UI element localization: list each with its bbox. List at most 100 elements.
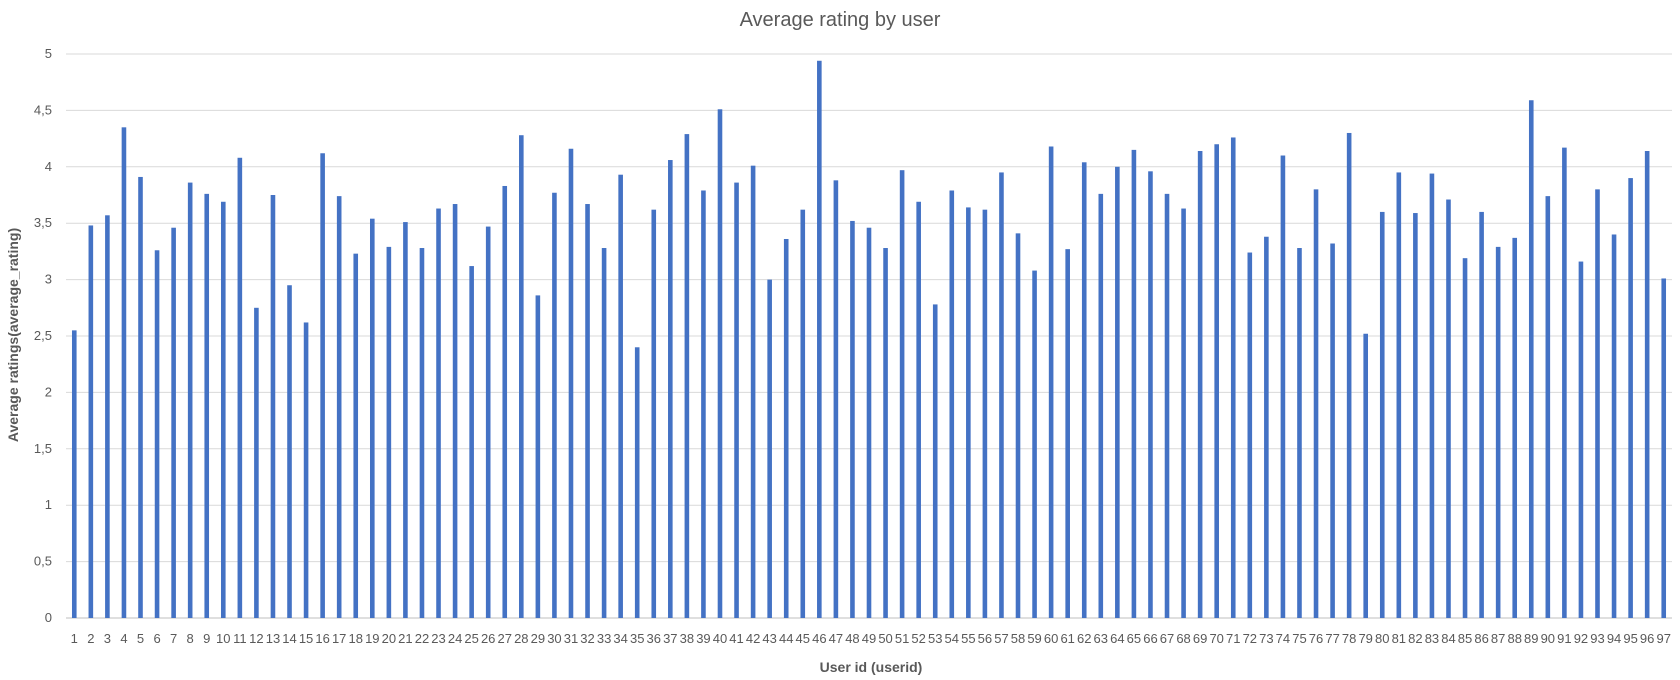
- bar-user-43: [767, 279, 772, 618]
- bar-user-84: [1446, 199, 1451, 618]
- x-tick-label: 16: [315, 631, 329, 646]
- x-tick-label: 58: [1011, 631, 1025, 646]
- bar-user-94: [1611, 234, 1617, 619]
- x-tick-label: 6: [153, 631, 160, 646]
- bar-user-34: [618, 174, 623, 619]
- bar-user-26: [485, 226, 491, 619]
- x-tick-label: 47: [829, 631, 843, 646]
- x-tick-label: 73: [1259, 631, 1273, 646]
- x-tick-label: 3: [104, 631, 111, 646]
- x-tick-label: 18: [349, 631, 363, 646]
- x-tick-label: 7: [170, 631, 177, 646]
- bar-user-86: [1479, 211, 1484, 619]
- x-tick-label: 44: [779, 631, 793, 646]
- bar-user-16: [320, 153, 325, 619]
- bar-user-6: [154, 250, 160, 618]
- bar-user-17: [336, 196, 342, 619]
- bar-user-64: [1115, 166, 1120, 619]
- x-tick-label: 63: [1094, 631, 1108, 646]
- bar-user-47: [833, 180, 839, 618]
- bar-user-44: [783, 238, 789, 618]
- bar-user-9: [204, 193, 210, 618]
- bar-user-39: [701, 190, 706, 618]
- x-tick-label: 15: [299, 631, 313, 646]
- bar-user-37: [668, 160, 673, 619]
- x-tick-label: 30: [547, 631, 561, 646]
- x-tick-label: 26: [481, 631, 495, 646]
- bar-user-71: [1230, 137, 1236, 619]
- y-tick-label: 5: [45, 46, 52, 61]
- x-tick-label: 2: [87, 631, 94, 646]
- x-tick-label: 20: [382, 631, 396, 646]
- x-tick-label: 48: [845, 631, 859, 646]
- bar-user-29: [535, 295, 541, 618]
- y-tick-label: 3,5: [34, 215, 52, 230]
- x-tick-label: 22: [415, 631, 429, 646]
- bar-user-83: [1429, 173, 1435, 618]
- bar-user-79: [1363, 333, 1369, 618]
- bar-user-75: [1297, 248, 1302, 619]
- bar-user-33: [601, 248, 607, 619]
- bar-user-42: [750, 165, 756, 618]
- y-tick-label: 1,5: [34, 441, 52, 456]
- x-tick-label: 88: [1507, 631, 1521, 646]
- x-tick-label: 41: [729, 631, 743, 646]
- x-tick-label: 89: [1524, 631, 1538, 646]
- bar-user-61: [1065, 249, 1070, 619]
- x-tick-label: 46: [812, 631, 826, 646]
- x-tick-label: 12: [249, 631, 263, 646]
- x-tick-label: 1: [71, 631, 78, 646]
- bar-user-15: [303, 322, 309, 618]
- bar-user-70: [1214, 144, 1219, 619]
- bar-user-2: [88, 225, 94, 618]
- x-tick-label: 37: [663, 631, 677, 646]
- x-tick-label: 34: [613, 631, 627, 646]
- x-tick-label: 61: [1060, 631, 1074, 646]
- bar-user-96: [1644, 151, 1650, 618]
- x-tick-label: 68: [1176, 631, 1190, 646]
- bar-user-32: [585, 204, 590, 619]
- x-tick-label: 91: [1557, 631, 1571, 646]
- x-tick-label: 87: [1491, 631, 1505, 646]
- x-tick-label: 36: [647, 631, 661, 646]
- bar-user-59: [1032, 270, 1037, 618]
- x-tick-label: 21: [398, 631, 412, 646]
- bars: [71, 60, 1667, 619]
- x-tick-label: 51: [895, 631, 909, 646]
- x-tick-label: 4: [120, 631, 127, 646]
- bar-user-18: [353, 253, 359, 618]
- x-tick-label: 56: [978, 631, 992, 646]
- x-tick-label: 81: [1392, 631, 1406, 646]
- x-tick-label: 93: [1590, 631, 1604, 646]
- bar-user-52: [916, 201, 921, 618]
- bar-user-85: [1462, 258, 1468, 618]
- x-tick-label: 78: [1342, 631, 1356, 646]
- bar-user-72: [1247, 252, 1253, 618]
- bar-user-5: [138, 176, 143, 618]
- bar-user-77: [1330, 243, 1335, 618]
- x-axis-ticks: 1 2 3 4 5 6 7 8 9 10 11 12 13 14 15 16 17 18 19 20 21 22 23 24 2…: [71, 631, 1671, 646]
- x-tick-label: 70: [1209, 631, 1223, 646]
- bar-user-76: [1313, 189, 1319, 619]
- x-tick-label: 29: [531, 631, 545, 646]
- x-tick-label: 92: [1574, 631, 1588, 646]
- x-tick-label: 38: [680, 631, 694, 646]
- bar-user-21: [403, 222, 408, 618]
- bar-user-92: [1578, 261, 1584, 618]
- chart-title: Average rating by user: [740, 9, 941, 31]
- y-axis-ticks: 0 0,5 1 1,5 2 2,5 3 3,5 4 4,5 5: [34, 46, 52, 625]
- bar-user-87: [1495, 246, 1501, 618]
- bar-user-90: [1545, 196, 1551, 619]
- x-tick-label: 83: [1425, 631, 1439, 646]
- y-tick-label: 3: [45, 272, 52, 287]
- x-tick-label: 54: [945, 631, 959, 646]
- bar-user-48: [850, 220, 855, 618]
- bar-user-67: [1164, 193, 1170, 618]
- bar-user-20: [386, 246, 392, 618]
- x-tick-label: 65: [1127, 631, 1141, 646]
- x-tick-label: 66: [1143, 631, 1157, 646]
- bar-user-91: [1562, 147, 1567, 618]
- x-tick-label: 17: [332, 631, 346, 646]
- bar-user-1: [71, 330, 77, 618]
